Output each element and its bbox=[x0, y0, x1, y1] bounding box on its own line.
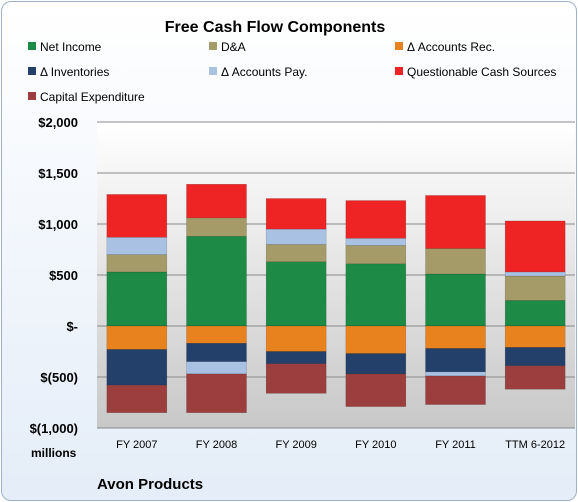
bar-questionable-cash-sources bbox=[504, 220, 566, 273]
legend-label-accounts-rec: Δ Accounts Rec. bbox=[407, 40, 495, 54]
legend-swatch-accounts-pay bbox=[209, 67, 217, 75]
bar-questionable-cash-sources bbox=[345, 200, 407, 239]
company-name: Avon Products bbox=[97, 476, 203, 493]
bar-questionable-cash-sources bbox=[425, 195, 486, 249]
legend-label-inventories: Δ Inventories bbox=[40, 65, 109, 79]
bar-capital-expenditure bbox=[186, 373, 247, 413]
legend-label-capital-expenditure: Capital Expenditure bbox=[40, 90, 145, 104]
legend-label-accounts-pay: Δ Accounts Pay. bbox=[221, 65, 308, 79]
legend-label-d-a: D&A bbox=[221, 40, 246, 54]
legend-swatch-capital-expenditure bbox=[28, 92, 36, 100]
bar-d-a bbox=[106, 254, 168, 273]
legend-swatch-d-a bbox=[209, 42, 217, 50]
x-tick-label: FY 2009 bbox=[275, 439, 316, 451]
legend-label-questionable-cash-sources: Questionable Cash Sources bbox=[407, 65, 556, 79]
y-tick-label: $- bbox=[66, 319, 78, 334]
bar-d-a bbox=[504, 275, 566, 301]
chart-title: Free Cash Flow Components bbox=[165, 19, 386, 36]
bar-accounts-rec bbox=[425, 325, 486, 349]
bar-net-income bbox=[265, 261, 327, 327]
x-tick-label: TTM 6-2012 bbox=[505, 439, 565, 451]
bar-accounts-rec bbox=[186, 325, 247, 344]
gridlines bbox=[97, 121, 575, 429]
bar-capital-expenditure bbox=[106, 384, 168, 413]
bar-net-income bbox=[504, 300, 566, 327]
bar-accounts-pay bbox=[345, 238, 407, 246]
legend-swatch-net-income bbox=[28, 42, 36, 50]
x-tick-label: FY 2008 bbox=[196, 439, 237, 451]
legend-label-net-income: Net Income bbox=[40, 40, 102, 54]
bar-d-a bbox=[425, 248, 486, 275]
bar-inventories bbox=[345, 353, 407, 375]
bar-d-a bbox=[265, 244, 327, 262]
bar-accounts-pay bbox=[106, 237, 168, 255]
unit-label: millions bbox=[31, 446, 77, 460]
bar-accounts-rec bbox=[106, 325, 168, 350]
bar-accounts-pay bbox=[504, 271, 566, 277]
bar-d-a bbox=[186, 217, 247, 237]
legend-swatch-inventories bbox=[28, 67, 36, 75]
bar-net-income bbox=[425, 273, 486, 327]
x-tick-label: FY 2011 bbox=[435, 439, 476, 451]
bar-net-income bbox=[106, 271, 168, 327]
bar-questionable-cash-sources bbox=[265, 198, 327, 230]
bar-accounts-rec bbox=[504, 325, 566, 348]
bar-accounts-pay bbox=[265, 228, 327, 245]
bar-capital-expenditure bbox=[504, 365, 566, 390]
x-tick-label: FY 2010 bbox=[355, 439, 396, 451]
bar-inventories bbox=[265, 351, 327, 364]
y-tick-label: $(1,000) bbox=[30, 421, 78, 436]
y-tick-label: $1,000 bbox=[38, 217, 78, 232]
legend: Net Income D&A Δ Accounts Rec. Δ Inventorie… bbox=[28, 40, 556, 104]
bar-inventories bbox=[425, 348, 486, 373]
y-tick-label: $(500) bbox=[40, 370, 78, 385]
bar-net-income bbox=[345, 263, 407, 327]
bar-d-a bbox=[345, 245, 407, 265]
bar-capital-expenditure bbox=[265, 363, 327, 394]
bar-inventories bbox=[504, 347, 566, 367]
legend-swatch-questionable-cash-sources bbox=[395, 67, 403, 75]
y-axis: $2,000 $1,500 $1,000 $500 $- $(500) $(1,000) bbox=[30, 115, 78, 436]
bar-net-income bbox=[186, 235, 247, 327]
bar-questionable-cash-sources bbox=[186, 183, 247, 219]
bar-questionable-cash-sources bbox=[106, 194, 168, 238]
bars bbox=[106, 183, 566, 413]
bar-inventories bbox=[106, 349, 168, 386]
bar-accounts-rec bbox=[345, 325, 407, 354]
y-tick-label: $500 bbox=[49, 268, 78, 283]
bar-accounts-pay bbox=[425, 371, 486, 377]
bar-accounts-rec bbox=[265, 325, 327, 352]
bar-capital-expenditure bbox=[345, 373, 407, 407]
bar-capital-expenditure bbox=[425, 375, 486, 405]
y-tick-label: $1,500 bbox=[38, 166, 78, 181]
bar-inventories bbox=[186, 343, 247, 362]
x-axis: FY 2007 FY 2008 FY 2009 FY 2010 FY 2011 TTM 6… bbox=[116, 439, 565, 451]
legend-swatch-accounts-rec bbox=[395, 42, 403, 50]
x-tick-label: FY 2007 bbox=[116, 439, 157, 451]
y-tick-label: $2,000 bbox=[38, 115, 78, 130]
bar-accounts-pay bbox=[186, 361, 247, 375]
